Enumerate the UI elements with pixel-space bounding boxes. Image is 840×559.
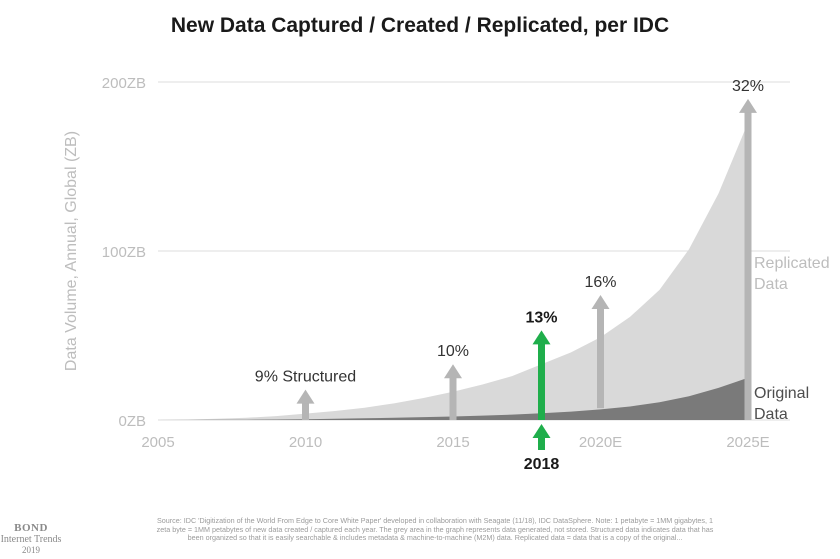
marker-arrow-head [532, 330, 551, 345]
marker-2018: 13% 2018 [524, 309, 560, 473]
marker-label: 32% [732, 78, 764, 95]
marker-2020: 16% [584, 274, 617, 409]
source-note: Source: IDC 'Digitization of the World F… [156, 516, 714, 543]
series-label-original: Original Data [754, 385, 809, 423]
marker-axis-label: 2018 [524, 456, 560, 473]
marker-arrow-shaft [744, 108, 752, 421]
marker-arrow-shaft [302, 399, 309, 420]
x-tick-label: 2020E [579, 434, 622, 451]
marker-arrow-head [739, 98, 757, 113]
marker-axis-arrow-head [532, 424, 551, 438]
marker-arrow-shaft [449, 374, 457, 420]
chart: 0ZB 100ZB 200ZB 2005 2010 2015 2020E 2025E Dat… [63, 75, 830, 473]
x-tick-label: 2010 [289, 434, 322, 451]
marker-2025: 32% [732, 78, 764, 421]
marker-label: 16% [584, 274, 616, 291]
bond-logo: BOND Internet Trends 2019 [0, 522, 62, 555]
marker-arrow-shaft [597, 304, 604, 409]
y-axis-title: Data Volume, Annual, Global (ZB) [63, 131, 80, 371]
x-axis-labels: 2005 2010 2015 2020E 2025E [141, 434, 769, 451]
bond-logo-name: BOND [14, 522, 48, 534]
marker-label: 13% [525, 309, 557, 326]
y-axis-labels: 0ZB 100ZB 200ZB [102, 75, 146, 430]
y-tick-label: 0ZB [118, 413, 146, 430]
x-tick-label: 2005 [141, 434, 174, 451]
marker-2010: 9% Structured [255, 369, 356, 420]
bond-logo-subtitle: Internet Trends [0, 534, 62, 545]
series-labels: Replicated Data Original Data [754, 255, 830, 423]
y-tick-label: 100ZB [102, 244, 146, 261]
markers: 9% Structured 10% 13% 2018 16% 32% [255, 78, 764, 473]
marker-axis-arrow-shaft [538, 434, 545, 450]
series-label-replicated: Replicated Data [754, 255, 830, 293]
x-tick-label: 2025E [726, 434, 769, 451]
marker-arrow-shaft [538, 340, 545, 420]
chart-title: New Data Captured / Created / Replicated… [170, 14, 670, 37]
area-original-data [158, 377, 748, 420]
marker-arrow-head [444, 364, 462, 379]
marker-arrow-head [591, 294, 610, 309]
marker-label: 10% [437, 343, 469, 360]
marker-2015: 10% [437, 343, 469, 420]
y-tick-label: 200ZB [102, 75, 146, 92]
x-tick-label: 2015 [436, 434, 469, 451]
marker-arrow-head [296, 389, 315, 404]
bond-logo-year: 2019 [22, 545, 40, 555]
marker-label: 9% Structured [255, 369, 356, 386]
